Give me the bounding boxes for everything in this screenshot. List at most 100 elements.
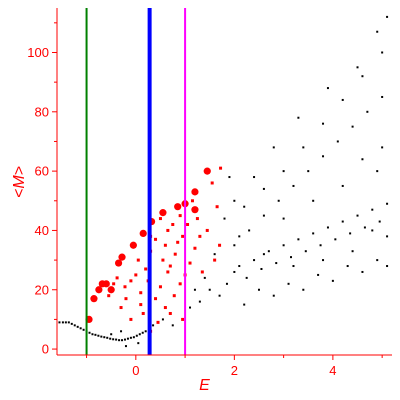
data-point: [245, 276, 248, 279]
data-point: [190, 199, 194, 203]
data-point: [219, 166, 223, 170]
data-point: [126, 337, 129, 340]
data-point: [213, 258, 217, 262]
y-tick-label: 20: [35, 282, 49, 297]
data-point: [144, 267, 148, 271]
data-point: [322, 155, 325, 158]
data-point: [361, 75, 364, 78]
data-point: [161, 258, 165, 262]
data-point: [290, 256, 293, 259]
data-point: [361, 270, 364, 273]
data-point: [97, 334, 100, 337]
data-point: [186, 223, 190, 227]
plot-area: [58, 15, 389, 348]
data-point: [139, 291, 143, 295]
data-point: [366, 110, 369, 113]
data-point: [349, 232, 352, 235]
data-point: [110, 333, 113, 336]
data-point: [95, 286, 103, 294]
data-point: [233, 199, 236, 202]
y-tick-label: 80: [35, 104, 49, 119]
data-point: [141, 311, 145, 315]
data-point: [205, 228, 209, 232]
data-point: [137, 342, 140, 345]
data-point: [363, 226, 366, 229]
y-tick-label: 100: [27, 45, 49, 60]
data-point: [115, 276, 119, 280]
data-point: [386, 265, 389, 268]
x-axis-title: E: [199, 377, 210, 394]
data-point: [188, 261, 192, 265]
data-point: [312, 232, 315, 235]
data-point: [275, 262, 278, 265]
data-point: [121, 339, 124, 342]
data-point: [336, 140, 339, 143]
data-point: [191, 188, 199, 196]
data-point: [70, 322, 73, 325]
vertical-markers: [85, 8, 187, 355]
data-point: [198, 234, 202, 238]
data-point: [152, 324, 155, 327]
data-point: [124, 345, 127, 348]
data-point: [168, 264, 172, 268]
data-point: [215, 205, 219, 209]
x-tick-label: 2: [231, 363, 238, 378]
data-point: [322, 122, 325, 125]
data-point: [90, 295, 98, 303]
data-point: [193, 246, 197, 250]
data-point: [176, 240, 180, 244]
data-point: [154, 237, 158, 241]
data-point: [181, 234, 185, 238]
data-point: [109, 337, 112, 340]
data-point: [253, 176, 256, 179]
data-point: [136, 258, 140, 262]
data-point: [312, 199, 315, 202]
data-point: [386, 15, 389, 18]
data-point: [163, 243, 167, 247]
data-point: [297, 116, 300, 119]
data-point: [272, 294, 275, 297]
data-point: [287, 282, 290, 285]
data-point: [381, 146, 384, 149]
data-point: [282, 244, 285, 247]
data-point: [326, 226, 329, 229]
data-point: [297, 238, 300, 241]
data-point: [129, 241, 137, 249]
data-point: [141, 331, 144, 334]
data-point: [129, 279, 133, 283]
data-point: [114, 259, 123, 267]
data-point: [123, 338, 126, 341]
data-point: [100, 335, 103, 338]
y-tick-label: 0: [42, 342, 49, 357]
data-point: [123, 285, 127, 289]
data-point: [334, 238, 337, 241]
data-point: [112, 338, 115, 341]
data-point: [341, 220, 344, 223]
data-point: [317, 273, 320, 276]
data-point: [243, 205, 246, 208]
data-point: [73, 324, 76, 327]
data-point: [378, 220, 381, 223]
data-point: [198, 300, 201, 303]
data-point: [346, 265, 349, 268]
data-point: [326, 87, 329, 90]
data-point: [103, 336, 106, 339]
data-point: [161, 318, 164, 321]
data-point: [91, 333, 94, 336]
data-point: [138, 333, 141, 336]
data-point: [238, 235, 241, 238]
data-point: [376, 170, 379, 173]
data-point: [260, 267, 263, 270]
data-point: [124, 297, 128, 301]
data-point: [248, 229, 251, 232]
data-point: [361, 158, 364, 161]
data-point: [292, 184, 295, 187]
data-point: [189, 306, 192, 309]
data-point: [238, 265, 241, 268]
data-point: [178, 282, 182, 286]
y-tick-label: 40: [35, 223, 49, 238]
data-point: [203, 276, 206, 279]
data-point: [118, 253, 126, 261]
data-point: [381, 51, 384, 54]
